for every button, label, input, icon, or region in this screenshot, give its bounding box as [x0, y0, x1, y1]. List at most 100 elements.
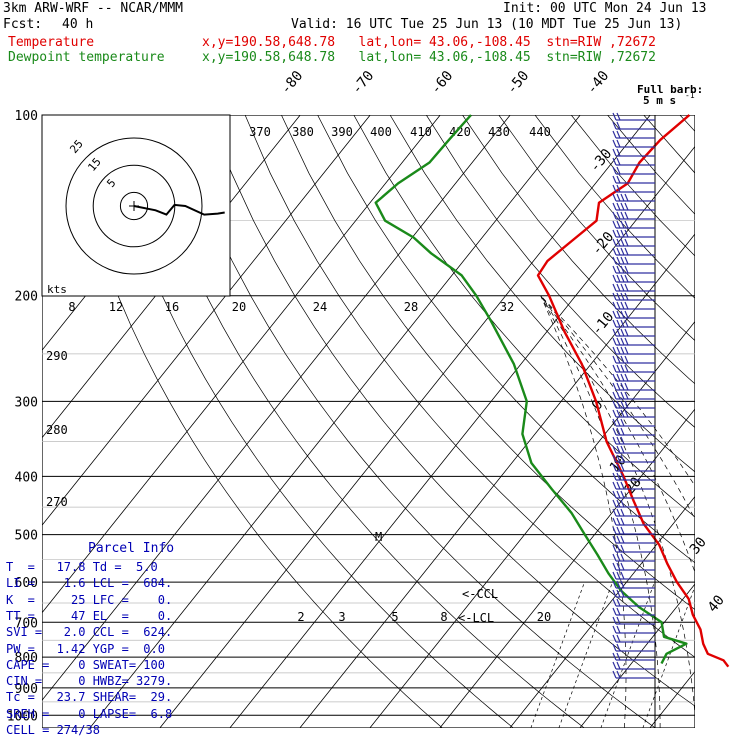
- pressure-label: 400: [15, 470, 38, 485]
- wind-barb-flag: [620, 553, 625, 562]
- pressure-label: 700: [15, 616, 38, 631]
- wind-barb-flag: [612, 193, 617, 202]
- wind-barb-flag: [616, 202, 621, 211]
- mixing-ratio-label: 5: [391, 610, 398, 624]
- dry-adiabat-line: [570, 115, 695, 257]
- wind-barb-flag: [616, 400, 621, 409]
- wind-barb-flag: [612, 616, 617, 625]
- wind-barb-flag: [624, 238, 629, 247]
- wind-barb-flag: [612, 346, 617, 355]
- wind-barb-flag: [612, 328, 617, 337]
- parcel-info-row: TT = 47 EL = 0.: [6, 608, 173, 623]
- wind-barb-flag: [620, 454, 625, 463]
- parcel-info-title: Parcel Info: [88, 541, 175, 556]
- wind-barb-flag: [612, 517, 617, 526]
- wind-barb-flag: [624, 301, 629, 310]
- wind-barb-flag: [612, 445, 617, 454]
- wind-barb-flag: [624, 373, 629, 382]
- wind-barb-flag: [612, 373, 617, 382]
- wind-barb-flag: [624, 229, 629, 238]
- wind-barb-flag: [620, 310, 625, 319]
- wind-legend-exponent: -1: [685, 91, 695, 100]
- wind-barb-flag: [624, 202, 629, 211]
- wind-barb-flag: [624, 409, 629, 418]
- wind-barb-flag: [620, 418, 625, 427]
- wind-barb-flag: [616, 211, 621, 220]
- isotherm-label: -40: [584, 68, 613, 98]
- wind-barb-flag: [616, 355, 621, 364]
- mixing-ratio-line: [600, 581, 655, 728]
- wind-barb-flag: [624, 391, 629, 400]
- wind-barb-flag: [612, 121, 617, 130]
- isotherm-line: [42, 115, 441, 614]
- marker-label: M: [375, 530, 382, 544]
- pressure-label: 500: [15, 529, 38, 544]
- wind-barb-flag: [620, 337, 625, 346]
- wind-barb-flag: [616, 526, 621, 535]
- temperature-profile-line: [536, 114, 730, 668]
- wind-barb-flag: [616, 535, 621, 544]
- wind-barb-flag: [616, 580, 621, 589]
- wind-barb-flag: [616, 121, 621, 130]
- wind-barb-flag: [616, 364, 621, 373]
- hodograph-axis-label: 28: [404, 300, 418, 314]
- dewpoint-legend-label: Dewpoint temperature: [8, 50, 165, 65]
- model-title: 3km ARW-WRF -- NCAR/MMM: [3, 1, 184, 16]
- dry-adiabat-line: [462, 115, 695, 385]
- isotherm-line: [229, 145, 695, 728]
- wind-barb-flag: [612, 652, 617, 661]
- wind-barb-flag: [620, 247, 625, 256]
- wind-barb-flag: [620, 283, 625, 292]
- sounding-series: [374, 114, 730, 668]
- theta-label: 380: [292, 125, 314, 139]
- wind-barb-flag: [612, 319, 617, 328]
- wind-barb-flag: [616, 328, 621, 337]
- hodograph-axis-label: 12: [109, 300, 123, 314]
- wind-barb-flag: [616, 319, 621, 328]
- wind-barb-flag: [616, 166, 621, 175]
- init-time: Init: 00 UTC Mon 24 Jun 13: [503, 1, 707, 16]
- wind-barb-flag: [620, 589, 625, 598]
- wind-barb-flag: [620, 535, 625, 544]
- wind-barb-flag: [612, 526, 617, 535]
- temperature-station-info: x,y=190.58,648.78 lat,lon= 43.06,-108.45…: [202, 35, 656, 50]
- wind-barb-flag: [612, 355, 617, 364]
- dry-adiabat-line: [63, 115, 443, 728]
- wind-barb-flag: [612, 112, 617, 121]
- wind-barb-flag: [616, 436, 621, 445]
- wind-barb-flag: [612, 211, 617, 220]
- parcel-info-panel: Parcel Info T = 17.8 Td = 5.0 LI = 1.6 LC…: [0, 537, 231, 737]
- wind-barb-flag: [624, 256, 629, 265]
- wind-barb-flag: [612, 400, 617, 409]
- dry-adiabat-line: [281, 115, 695, 611]
- wind-barb-flag: [616, 661, 621, 670]
- theta-label: 420: [449, 125, 471, 139]
- isotherm-label: -60: [428, 68, 457, 98]
- wind-barb-flag: [616, 499, 621, 508]
- wind-barb-flag: [616, 346, 621, 355]
- wind-barb-flag: [612, 418, 617, 427]
- parcel-info-row: SVI = 2.0 CCL = 624.: [6, 625, 173, 640]
- wind-barb-flag: [612, 670, 617, 679]
- wind-barb-flag: [612, 157, 617, 166]
- wind-barb-flag: [612, 148, 617, 157]
- isotherm-label: -70: [349, 68, 378, 98]
- wind-barb-flag: [612, 454, 617, 463]
- wind-barb-flag: [620, 238, 625, 247]
- isotherm-label: 30: [687, 534, 710, 557]
- wind-barb-flag: [616, 148, 621, 157]
- wind-barb-flag: [616, 508, 621, 517]
- wind-barb-flag: [612, 463, 617, 472]
- dry-adiabat-line: [353, 115, 695, 518]
- wind-barb-flag: [624, 319, 629, 328]
- wind-barb-flag: [616, 454, 621, 463]
- dry-adiabat-line: [244, 115, 695, 658]
- dry-adiabat-line: [389, 115, 695, 473]
- wind-barb-flag: [620, 292, 625, 301]
- wind-profile: Full barb:5 m s -1: [612, 83, 703, 728]
- wind-barb-flag: [620, 202, 625, 211]
- wind-barb-flag: [616, 301, 621, 310]
- wind-barb-flag: [620, 364, 625, 373]
- wind-barb-flag: [616, 670, 621, 679]
